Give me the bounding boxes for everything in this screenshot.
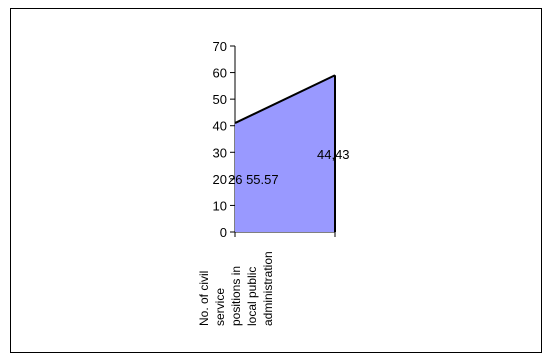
data-label: 26 55.57 bbox=[228, 172, 279, 187]
y-tick-label: 20 bbox=[213, 172, 227, 187]
category-label-line: local public bbox=[245, 267, 259, 326]
chart-labels: No. of civil service positions in local pub… bbox=[197, 147, 350, 326]
y-tick-label: 30 bbox=[213, 145, 227, 160]
y-tick-label: 0 bbox=[220, 225, 227, 240]
area-fill bbox=[235, 75, 335, 232]
category-label-line: service bbox=[213, 288, 227, 326]
data-label: 44,43 bbox=[317, 147, 350, 162]
category-label: No. of civil service positions in local pub… bbox=[197, 251, 275, 326]
category-label-line: No. of civil bbox=[197, 271, 211, 326]
y-tick-label: 10 bbox=[213, 198, 227, 213]
y-tick-label: 40 bbox=[213, 119, 227, 134]
y-tick-label: 50 bbox=[213, 92, 227, 107]
y-tick-label: 70 bbox=[213, 39, 227, 54]
y-tick-label: 60 bbox=[213, 66, 227, 81]
category-label-line: administration bbox=[261, 251, 275, 326]
chart-marks bbox=[234, 74, 336, 232]
category-label-line: positions in bbox=[229, 266, 243, 326]
area-top-line bbox=[234, 74, 336, 124]
